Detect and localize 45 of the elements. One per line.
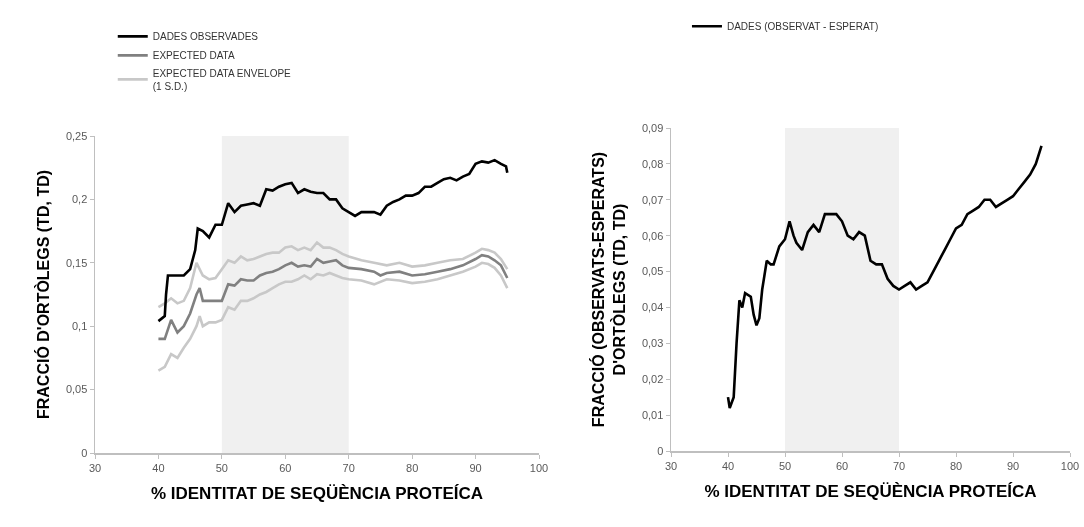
line-series — [726, 144, 1043, 410]
legend-label: DADES (OBSERVAT - ESPERAT) — [726, 21, 879, 33]
line-series — [157, 241, 509, 309]
x-tick-label: 90 — [469, 461, 482, 474]
x-tick-label: 100 — [529, 461, 549, 474]
x-axis-title: % IDENTITAT DE SEQÜÈNCIA PROTEÍCA — [150, 483, 484, 503]
x-tick-label: 30 — [664, 459, 678, 472]
x-tick-label: 40 — [721, 459, 735, 472]
line-series — [157, 261, 509, 372]
y-tick-label: 0,01 — [641, 408, 664, 421]
y-tick-label: 0,06 — [641, 229, 664, 242]
x-tick-label: 50 — [215, 461, 228, 474]
y-tick-label: 0,02 — [641, 373, 664, 386]
y-tick-label: 0,15 — [65, 256, 88, 269]
line-series — [157, 158, 509, 323]
x-tick-label: 50 — [778, 459, 792, 472]
y-tick-label: 0,2 — [72, 193, 88, 206]
y-tick-label: 0,25 — [65, 129, 88, 142]
x-tick-label: 70 — [892, 459, 906, 472]
x-tick-label: 80 — [406, 461, 419, 474]
x-tick-label: 40 — [152, 461, 165, 474]
y-tick-label: 0,05 — [641, 265, 664, 278]
x-tick-label: 60 — [835, 459, 849, 472]
line-series — [157, 253, 509, 341]
x-tick-label: 30 — [88, 461, 102, 474]
x-tick-label: 70 — [342, 461, 355, 474]
y-tick-label: 0,04 — [641, 301, 664, 314]
x-tick-label: 80 — [949, 459, 963, 472]
y-tick-label: 0,07 — [641, 193, 664, 206]
x-tick-label: 90 — [1006, 459, 1020, 472]
y-tick-label: 0 — [657, 444, 664, 457]
y-tick-label: 0,09 — [641, 121, 664, 134]
y-tick-label: 0,08 — [641, 157, 664, 170]
y-axis-title: FRACCIÓ (OBSERVATS-ESPERATS) D'ORTÒLEGS (TD, TD) — [589, 151, 629, 428]
y-axis-title: FRACCIÓ D'ORTÒLEGS (TD, TD) — [34, 169, 53, 420]
legend-label: EXPECTED DATA ENVELOPE (1 S.D.) — [152, 67, 292, 92]
y-tick-label: 0 — [81, 446, 88, 459]
x-axis-title: % IDENTITAT DE SEQÜÈNCIA PROTEÍCA — [704, 481, 1037, 501]
legend-label: DADES OBSERVADES — [152, 31, 259, 43]
x-tick-label: 60 — [279, 461, 292, 474]
y-tick-label: 0,03 — [641, 337, 664, 350]
y-tick-label: 0,1 — [72, 320, 88, 333]
y-tick-label: 0,05 — [65, 383, 88, 396]
legend-label: EXPECTED DATA — [152, 50, 235, 62]
x-tick-label: 100 — [1060, 459, 1080, 472]
